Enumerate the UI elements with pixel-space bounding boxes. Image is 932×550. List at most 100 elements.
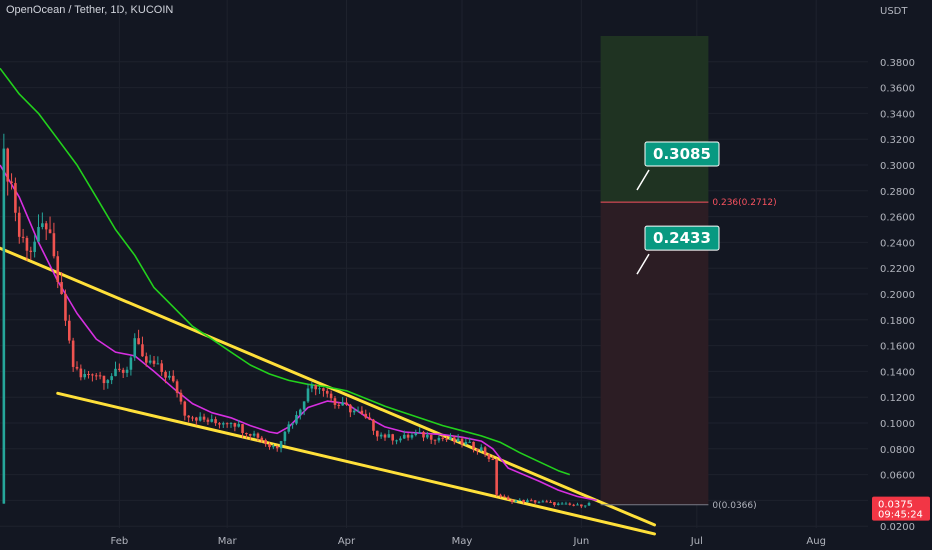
candle-body (241, 424, 244, 434)
candle-body (441, 437, 445, 439)
candle-body (352, 410, 356, 413)
candle-body (206, 419, 210, 422)
candle-body (279, 441, 283, 449)
candle-body (514, 500, 518, 503)
candle-body (356, 410, 360, 412)
candle-body (433, 439, 437, 441)
candle-body (129, 357, 133, 370)
candle-body (14, 183, 17, 213)
candle-body (156, 363, 160, 365)
candle-body (568, 503, 572, 505)
candle-body (295, 414, 298, 424)
y-tick-label: 0.3800 (880, 58, 915, 69)
y-axis-currency: USDT (880, 6, 908, 17)
y-tick-label: 0.2400 (880, 238, 915, 249)
trendline (56, 391, 656, 536)
candle-body (29, 250, 33, 252)
candle-body (560, 503, 564, 505)
candle-body (91, 374, 94, 376)
candle-body (102, 375, 106, 384)
ma-slow-line (0, 67, 571, 476)
candle-body (406, 434, 410, 438)
candle-body (56, 256, 60, 283)
candle-body (222, 423, 225, 425)
y-tick-label: 0.0800 (880, 445, 915, 456)
y-tick-label: 0.0200 (880, 522, 915, 533)
candle-body (52, 233, 56, 257)
callout-box (644, 225, 720, 251)
candle-body (414, 433, 418, 436)
candle-body (10, 181, 13, 184)
callout-pointer (636, 253, 650, 275)
candle-body (399, 438, 402, 441)
candle-body (71, 340, 75, 367)
callout-box (644, 141, 720, 167)
candle-body (556, 503, 560, 505)
candle-body (133, 338, 137, 358)
x-tick-label: May (452, 536, 473, 547)
candle-body (25, 237, 29, 251)
candle-body (410, 435, 414, 438)
y-tick-label: 0.1200 (880, 393, 915, 404)
x-tick-label: Feb (110, 536, 128, 547)
candle-body (483, 447, 487, 455)
y-axis-background (868, 0, 932, 550)
candle-body (449, 437, 452, 440)
candle-body (341, 402, 344, 406)
candle-body (541, 501, 545, 503)
x-tick-label: Jun (573, 536, 590, 547)
candle-body (487, 454, 491, 460)
candle-body (333, 398, 337, 405)
y-tick-label: 0.1000 (880, 419, 915, 430)
candle-body (198, 416, 202, 421)
position-zones (600, 36, 709, 505)
candle-body (476, 448, 479, 451)
candle-body (422, 431, 425, 438)
x-axis: Feb Mar Apr May Jun Jul Aug (110, 536, 825, 547)
candle-body (233, 423, 237, 427)
candle-body (499, 494, 502, 497)
x-tick-label: Aug (806, 536, 826, 547)
candle-body (306, 388, 310, 402)
candle-body (387, 434, 391, 438)
y-tick-label: 0.3000 (880, 161, 915, 172)
candle-body (325, 390, 329, 394)
candle-body (218, 423, 221, 425)
candle-body (260, 437, 264, 441)
candle-body (202, 416, 206, 420)
x-tick-label: Mar (218, 536, 238, 547)
candle-body (533, 500, 537, 503)
candle-body (395, 440, 398, 442)
candle-body (564, 503, 568, 505)
candle-body (368, 417, 371, 420)
y-tick-label: 0.2600 (880, 213, 915, 224)
candle-body (587, 503, 591, 506)
x-tick-label: Jul (690, 536, 703, 547)
candle-body (171, 375, 175, 382)
candle-body (572, 504, 575, 506)
y-tick-label: 0.1600 (880, 342, 915, 353)
candle-body (576, 504, 579, 506)
candle-body (526, 500, 529, 503)
candle-body (372, 419, 375, 431)
candle-body (510, 499, 514, 503)
candle-body (41, 223, 44, 228)
candle-body (110, 376, 113, 381)
candle-body (318, 388, 321, 390)
candle-body (453, 437, 456, 442)
candle-body (329, 393, 333, 399)
candle-body (364, 413, 368, 418)
y-tick-label: 0.2200 (880, 264, 915, 275)
candle-body (6, 148, 9, 182)
candle-body (183, 401, 187, 416)
candle-body (75, 366, 79, 369)
candle-body (291, 423, 294, 425)
candle-body (68, 320, 71, 341)
candle-body (383, 434, 387, 438)
candle-body (580, 504, 583, 507)
grid-lines (0, 0, 868, 528)
candle-body (148, 360, 152, 363)
candle-body (225, 423, 229, 425)
candle-body (445, 438, 448, 440)
